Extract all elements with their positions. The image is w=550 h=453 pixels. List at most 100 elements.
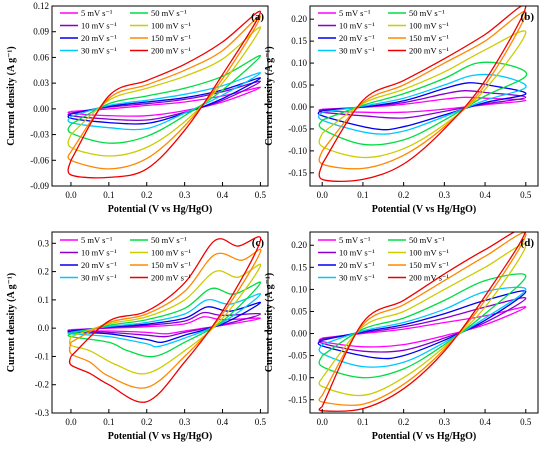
y-tick-label: 0.15	[291, 262, 307, 272]
plot-frame	[51, 231, 269, 414]
series-line	[67, 72, 262, 131]
legend-label: 150 mV s⁻¹	[151, 33, 191, 43]
x-tick-label: 0.2	[141, 190, 152, 200]
x-tick-label: 0.3	[179, 190, 191, 200]
curves-group	[317, 232, 527, 412]
series-line	[318, 6, 527, 182]
legend: 5 mV s⁻¹ 10 mV s⁻¹ 20 mV s⁻¹ 30 mV s⁻¹ 50 mV…	[60, 8, 191, 56]
legend: 5 mV s⁻¹ 10 mV s⁻¹ 20 mV s⁻¹ 30 mV s⁻¹ 50 mV…	[60, 235, 191, 283]
panel-label: (b)	[521, 11, 535, 23]
legend: 5 mV s⁻¹ 10 mV s⁻¹ 20 mV s⁻¹ 30 mV s⁻¹ 50 mV…	[318, 8, 449, 56]
series-line	[67, 15, 262, 170]
legend-label: 30 mV s⁻¹	[339, 273, 375, 283]
y-tick-label: 0.1	[38, 295, 49, 305]
series-line	[318, 306, 527, 348]
y-tick-label: -0.09	[30, 181, 49, 191]
y-tick-label: 0.05	[291, 80, 307, 90]
y-axis-label: Current density (A g⁻¹)	[264, 46, 275, 145]
series-line	[67, 293, 262, 348]
legend-label: 30 mV s⁻¹	[339, 46, 375, 56]
series-line	[317, 73, 527, 135]
y-tick-label: 0.3	[38, 238, 50, 248]
series-line	[318, 30, 527, 159]
series-line	[317, 82, 527, 131]
legend-label: 150 mV s⁻¹	[151, 260, 191, 270]
series-line	[318, 232, 527, 406]
x-tick-label: 0.0	[65, 417, 77, 427]
x-tick-label: 0.2	[141, 417, 152, 427]
x-tick-label: 0.5	[520, 417, 532, 427]
legend-label: 10 mV s⁻¹	[339, 248, 375, 258]
y-tick-label: 0.20	[291, 14, 307, 24]
series-line	[68, 263, 262, 375]
y-tick-label: 0.12	[33, 1, 49, 11]
x-tick-label: 0.1	[103, 190, 114, 200]
y-tick-label: -0.15	[288, 395, 307, 405]
chart-panel-1: 0.0 0.1 0.2 0.3 0.4 0.5 -0.09 -0.06 -0.03 0.00 0.0…	[6, 1, 269, 215]
y-tick-label: 0.06	[33, 52, 49, 62]
y-tick-label: -0.05	[288, 124, 307, 134]
legend-label: 100 mV s⁻¹	[151, 248, 191, 258]
y-tick-label: 0.03	[33, 78, 49, 88]
x-tick-label: 0.1	[357, 190, 368, 200]
x-tick-label: 0.5	[255, 190, 267, 200]
series-line	[318, 96, 527, 114]
legend-label: 200 mV s⁻¹	[151, 46, 191, 56]
x-tick-label: 0.2	[398, 417, 409, 427]
y-axis-label: Current density (A g⁻¹)	[6, 46, 17, 145]
legend-label: 30 mV s⁻¹	[81, 46, 117, 56]
legend: 5 mV s⁻¹ 10 mV s⁻¹ 20 mV s⁻¹ 30 mV s⁻¹ 50 mV…	[318, 235, 449, 283]
y-tick-label: -0.1	[35, 351, 49, 361]
chart-panel-3: 0.0 0.1 0.2 0.3 0.4 0.5 -0.3 -0.2 -0.1 0.0 0.1 0.2 0…	[6, 231, 269, 442]
x-axis-label: Potential (V vs Hg/HgO)	[372, 204, 477, 215]
series-line	[67, 77, 262, 125]
y-tick-label: 0.2	[38, 267, 49, 277]
legend-label: 100 mV s⁻¹	[409, 21, 449, 31]
y-tick-label: 0.00	[291, 329, 307, 339]
y-axis-label: Current density (A g⁻¹)	[6, 273, 17, 372]
y-tick-label: -0.3	[35, 408, 50, 418]
legend-label: 50 mV s⁻¹	[151, 8, 187, 18]
series-line	[68, 248, 262, 389]
legend-label: 50 mV s⁻¹	[409, 8, 445, 18]
series-line	[318, 90, 527, 119]
panel-label: (d)	[521, 237, 535, 249]
y-tick-label: 0.20	[291, 240, 307, 250]
legend-label: 5 mV s⁻¹	[339, 235, 371, 245]
series-line	[67, 86, 262, 117]
x-axis-label: Potential (V vs Hg/HgO)	[372, 431, 477, 442]
x-axis-label: Potential (V vs Hg/HgO)	[108, 204, 213, 215]
y-tick-label: 0.00	[291, 102, 307, 112]
series-line	[318, 243, 527, 397]
y-tick-label: -0.05	[288, 351, 307, 361]
series-line	[68, 236, 262, 403]
legend-label: 10 mV s⁻¹	[339, 21, 375, 31]
legend-label: 100 mV s⁻¹	[151, 21, 191, 31]
y-tick-label: -0.15	[288, 168, 307, 178]
x-tick-label: 0.0	[317, 417, 329, 427]
legend-label: 150 mV s⁻¹	[409, 260, 449, 270]
legend-label: 20 mV s⁻¹	[339, 260, 375, 270]
x-tick-label: 0.5	[520, 190, 532, 200]
series-line	[67, 55, 262, 144]
legend-label: 200 mV s⁻¹	[409, 46, 449, 56]
y-tick-label: -0.03	[30, 130, 49, 140]
y-tick-label: 0.00	[33, 104, 49, 114]
y-tick-label: 0.10	[291, 58, 307, 68]
curves-group	[67, 236, 262, 403]
chart-panel-4: 0.0 0.1 0.2 0.3 0.4 0.5 -0.15 -0.10 -0.05 0.00 0.0…	[264, 231, 539, 442]
plot-frame	[309, 5, 539, 187]
legend-label: 30 mV s⁻¹	[81, 273, 117, 283]
series-line	[67, 301, 262, 344]
y-tick-label: 0.05	[291, 306, 307, 316]
series-line	[67, 281, 262, 358]
plot-frame	[309, 231, 539, 414]
series-line	[318, 297, 527, 353]
legend-label: 5 mV s⁻¹	[81, 8, 113, 18]
series-line	[318, 61, 528, 146]
x-tick-label: 0.3	[439, 190, 451, 200]
series-line	[67, 80, 262, 122]
curves-group	[67, 10, 262, 179]
